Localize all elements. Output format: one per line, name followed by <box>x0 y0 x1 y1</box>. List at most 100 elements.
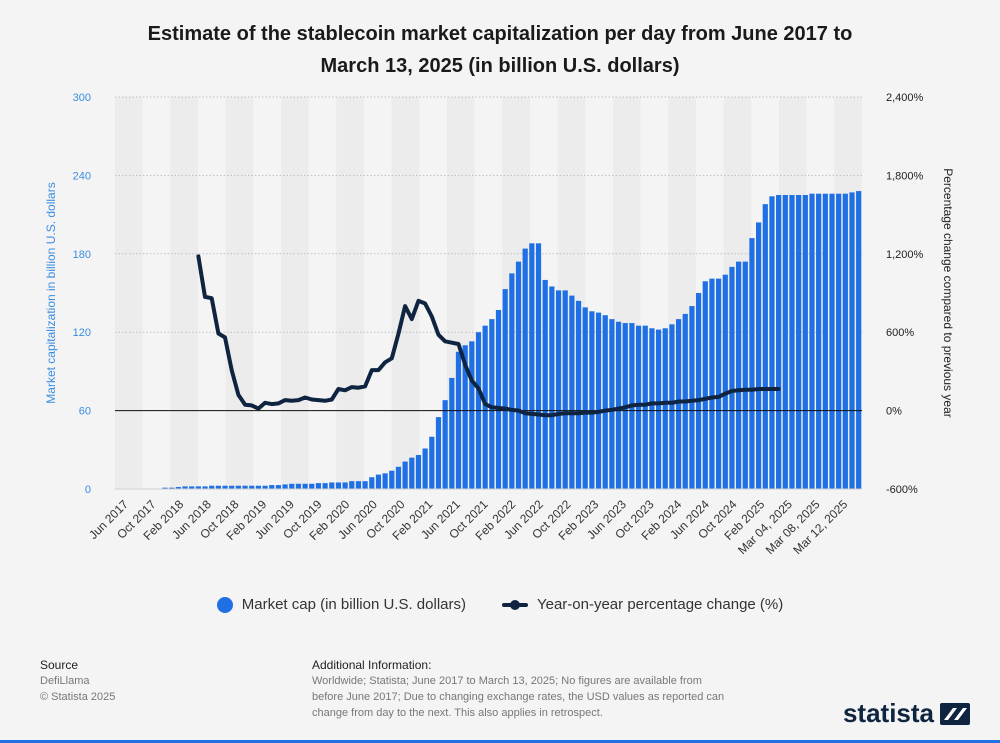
bar <box>562 290 568 489</box>
plot-band <box>281 97 309 489</box>
bar <box>429 436 435 489</box>
legend-marker-bar <box>216 596 233 613</box>
bar <box>309 483 315 489</box>
statista-wordmark: statista <box>842 698 934 728</box>
bar <box>249 485 255 489</box>
plot-band <box>198 97 226 489</box>
bar <box>355 481 362 489</box>
bar <box>782 195 788 489</box>
bar <box>549 286 555 489</box>
chart-title-line1: Estimate of the stablecoin market capita… <box>147 23 853 45</box>
bar <box>716 278 722 489</box>
bar <box>269 485 275 489</box>
bar <box>802 195 808 489</box>
chart-title-line2: March 13, 2025 (in billion U.S. dollars) <box>320 55 680 77</box>
bar <box>649 328 655 489</box>
bar <box>302 483 308 489</box>
bar <box>182 486 188 489</box>
copyright: © Statista 2025 <box>40 691 116 703</box>
bar <box>329 482 335 489</box>
bottom-accent-bar <box>0 740 1000 743</box>
bar <box>776 195 782 489</box>
bar <box>369 477 375 489</box>
bar <box>655 329 662 489</box>
bar <box>595 312 602 489</box>
bar <box>362 481 368 489</box>
statista-logo[interactable]: statista <box>843 698 970 729</box>
y-right-tick-label: 600% <box>886 327 914 339</box>
y-right-tick-label: 0% <box>886 406 902 418</box>
bar <box>609 319 615 489</box>
bar <box>836 193 842 489</box>
bar <box>695 293 702 489</box>
plot-band <box>115 97 143 489</box>
bar <box>229 485 235 489</box>
bar <box>769 196 775 489</box>
bar <box>582 307 588 489</box>
bar <box>602 315 608 489</box>
bar <box>315 483 322 489</box>
bar <box>295 483 302 489</box>
bar <box>749 238 755 489</box>
y-left-tick-label: 240 <box>73 170 91 182</box>
bar <box>335 482 342 489</box>
bar <box>282 484 288 489</box>
chart-title: Estimate of the stablecoin market capita… <box>0 18 1000 82</box>
plot-band <box>308 97 337 489</box>
plot-band <box>391 97 420 489</box>
bar <box>495 309 502 489</box>
statista-logo-icon <box>940 702 970 725</box>
bar <box>469 341 475 489</box>
bar <box>542 279 548 489</box>
y-right-tick-label: -600% <box>886 484 918 496</box>
legend-item-market-cap[interactable]: Market cap (in billion U.S. dollars) <box>216 596 466 613</box>
bar <box>809 193 815 489</box>
bar <box>762 204 768 489</box>
bar <box>702 281 708 489</box>
y-right-tick-label: 1,200% <box>886 249 924 261</box>
bar <box>742 261 748 489</box>
plot-band <box>170 97 198 489</box>
y-right-tick-label: 1,800% <box>886 170 924 182</box>
bar <box>642 325 648 489</box>
bar <box>789 195 795 489</box>
bar <box>455 351 462 489</box>
bar <box>689 306 695 489</box>
legend-item-yoy-change[interactable]: Year-on-year percentage change (%) <box>501 596 784 613</box>
bar <box>829 193 835 489</box>
plot-band <box>253 97 281 489</box>
plot-band <box>336 97 364 489</box>
bar <box>709 278 715 489</box>
bar <box>409 457 415 489</box>
legend-label-yoy-change: Year-on-year percentage change (%) <box>536 596 784 613</box>
bar <box>615 321 622 489</box>
y-left-tick-label: 120 <box>73 327 91 339</box>
bar <box>489 319 495 489</box>
bar <box>462 345 468 489</box>
bar <box>849 192 855 490</box>
bar <box>395 466 402 489</box>
plot-band <box>419 97 447 489</box>
bar <box>349 481 355 489</box>
bar <box>402 461 408 489</box>
bar <box>195 486 201 489</box>
y-left-axis-title: Market capitalization in billion U.S. do… <box>44 182 58 403</box>
bar <box>736 261 742 489</box>
bar <box>856 191 862 489</box>
legend-marker-line <box>501 599 528 610</box>
bar <box>796 195 802 489</box>
footer-source: Source DefiLlama © Statista 2025 <box>40 657 115 705</box>
bar <box>415 455 422 489</box>
bar <box>502 289 508 489</box>
bar <box>816 193 822 489</box>
additional-info-heading: Additional Information: <box>312 658 432 672</box>
bar <box>242 485 248 489</box>
y-left-tick-label: 300 <box>73 92 91 104</box>
bar <box>209 485 215 489</box>
bar <box>189 486 195 489</box>
footer-additional-info: Additional Information: Worldwide; Stati… <box>312 657 732 721</box>
bar <box>435 417 442 489</box>
bar <box>235 485 241 489</box>
bar <box>222 485 228 489</box>
